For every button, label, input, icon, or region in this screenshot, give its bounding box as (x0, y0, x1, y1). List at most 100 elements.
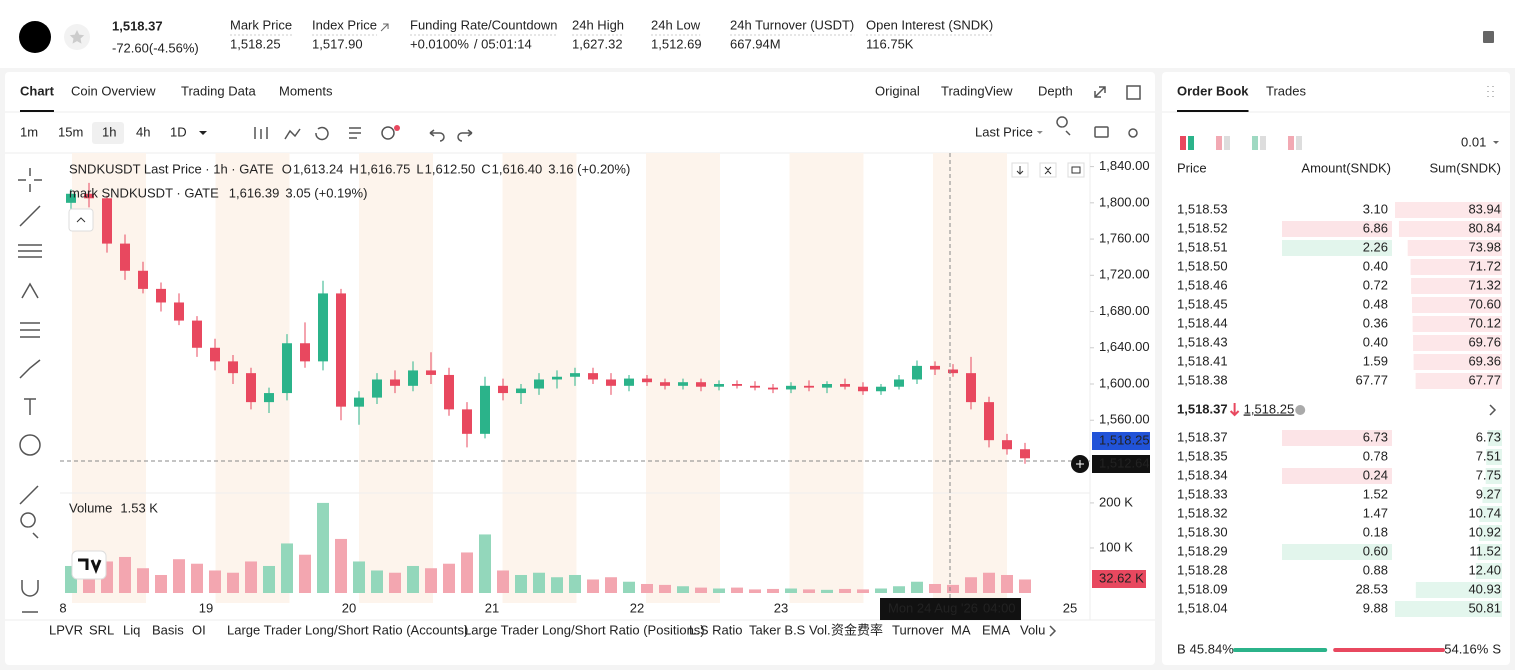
order-price[interactable]: 1,518.38 (1177, 372, 1228, 387)
volume-bar (227, 572, 239, 593)
stat-label: Mark Price (230, 17, 292, 32)
orderbook-tab[interactable]: Trades (1266, 83, 1306, 98)
orderbook-tab[interactable]: Order Book (1177, 83, 1249, 98)
collapse-button[interactable] (68, 208, 94, 232)
indicator-tab[interactable]: EMA (982, 622, 1011, 637)
order-price[interactable]: 1,518.41 (1177, 353, 1228, 368)
order-price[interactable]: 1,518.30 (1177, 524, 1228, 539)
view-mode[interactable] (1180, 136, 1186, 150)
depth-bar (1477, 544, 1502, 560)
precision[interactable]: 0.01 (1461, 134, 1486, 149)
order-price[interactable]: 1,518.44 (1177, 315, 1228, 330)
candle-body (1020, 449, 1030, 459)
stat-value: 1,517.90 (312, 36, 363, 51)
order-sum: 12.40 (1468, 562, 1501, 577)
chart-tab[interactable]: Chart (20, 83, 55, 98)
indicator-tab[interactable]: MA (951, 622, 971, 637)
chevron[interactable] (1489, 404, 1497, 416)
stat-label: Open Interest (SNDK) (866, 17, 993, 32)
volume-bar (155, 574, 167, 593)
order-price[interactable]: 1,518.33 (1177, 486, 1228, 501)
stat-label: 24h High (572, 17, 624, 32)
interval-button[interactable]: 1D (170, 124, 187, 139)
order-price[interactable]: 1,518.28 (1177, 562, 1228, 577)
scroll-right[interactable] (1049, 625, 1057, 637)
order-sum: 67.77 (1468, 372, 1501, 387)
order-price[interactable]: 1,518.43 (1177, 334, 1228, 349)
candle-body (246, 373, 256, 403)
interval-button[interactable]: 15m (58, 124, 83, 139)
candle-body (498, 385, 508, 394)
order-price[interactable]: 1,518.09 (1177, 581, 1228, 596)
chart-action[interactable] (1067, 162, 1085, 178)
candle-body (768, 387, 778, 390)
depth-bar (1407, 240, 1502, 256)
indicator-tab[interactable]: L.S Ratio (689, 622, 742, 637)
order-price[interactable]: 1,518.29 (1177, 543, 1228, 558)
order-price[interactable]: 1,518.53 (1177, 201, 1228, 216)
depth-bar (1412, 316, 1502, 332)
order-amount: 0.78 (1363, 448, 1388, 463)
order-price[interactable]: 1,518.50 (1177, 258, 1228, 273)
view-mode[interactable] (1252, 136, 1258, 150)
order-price[interactable]: 1,518.46 (1177, 277, 1228, 292)
candle-body (300, 343, 310, 362)
column-header: Amount(SNDK) (1301, 160, 1391, 175)
chart-tab[interactable]: Trading Data (181, 83, 256, 98)
indicator-tab[interactable]: Volu (1020, 622, 1045, 637)
interval-button[interactable]: 4h (136, 124, 150, 139)
indicator-tab[interactable]: Liq (123, 622, 140, 637)
view-mode-b (1260, 136, 1266, 150)
view-mode[interactable] (1288, 136, 1294, 150)
indicator-tab[interactable]: OI (192, 622, 206, 637)
y-tick-label: 1,720.00 (1099, 267, 1150, 282)
order-price[interactable]: 1,518.37 (1177, 429, 1228, 444)
candle-body (390, 379, 400, 386)
order-amount: 0.18 (1363, 524, 1388, 539)
dropdown-arrow (199, 131, 207, 135)
view-tab[interactable]: Depth (1038, 83, 1073, 98)
y-tick-label: 1,760.00 (1099, 230, 1150, 245)
indicator-tab[interactable]: LPVR (49, 622, 83, 637)
order-price[interactable]: 1,518.32 (1177, 505, 1228, 520)
volume-bar (281, 543, 293, 593)
interval-button[interactable]: 1h (102, 124, 116, 139)
x-tick-label: 20 (342, 600, 356, 615)
depth-bar (1475, 563, 1502, 579)
order-price[interactable]: 1,518.04 (1177, 600, 1228, 615)
indicator-tab[interactable]: SRL (89, 622, 114, 637)
menu-icon[interactable] (1483, 31, 1494, 43)
candle-body (858, 386, 868, 392)
indicator-tab[interactable]: Large Trader Long/Short Ratio (Accounts) (227, 622, 468, 637)
volume-bar (947, 584, 959, 593)
volume-bar (821, 589, 833, 593)
chart-tab[interactable]: Moments (279, 83, 333, 98)
indicator-tab[interactable]: Large Trader Long/Short Ratio (Positions… (464, 622, 705, 637)
order-price[interactable]: 1,518.51 (1177, 239, 1228, 254)
order-amount: 9.88 (1363, 600, 1388, 615)
view-tab[interactable]: TradingView (941, 83, 1013, 98)
candle-body (570, 373, 580, 377)
chart-tab[interactable]: Coin Overview (71, 83, 156, 98)
order-price[interactable]: 1,518.34 (1177, 467, 1228, 482)
last-price: 1,518.37 (112, 18, 163, 33)
view-mode[interactable] (1216, 136, 1222, 150)
indicator-tab[interactable]: 资金费率 (831, 622, 883, 637)
order-sum: 10.74 (1468, 505, 1501, 520)
price-source[interactable]: Last Price (975, 124, 1033, 139)
volume-bar (839, 588, 851, 593)
order-price[interactable]: 1,518.35 (1177, 448, 1228, 463)
legend-key: L (416, 161, 423, 176)
legend-value: 1,613.24 (293, 161, 344, 176)
indicator-tab[interactable]: Turnover (892, 622, 944, 637)
indicator-tab[interactable]: Basis (152, 622, 184, 637)
volume-bar (335, 538, 347, 593)
order-price[interactable]: 1,518.52 (1177, 220, 1228, 235)
indicator-tab[interactable]: Taker B.S Vol. (749, 622, 831, 637)
order-price[interactable]: 1,518.45 (1177, 296, 1228, 311)
x-tick-label: 21 (485, 600, 499, 615)
view-tab[interactable]: Original (875, 83, 920, 98)
interval-button[interactable]: 1m (20, 124, 38, 139)
buy-bar (1233, 648, 1328, 652)
